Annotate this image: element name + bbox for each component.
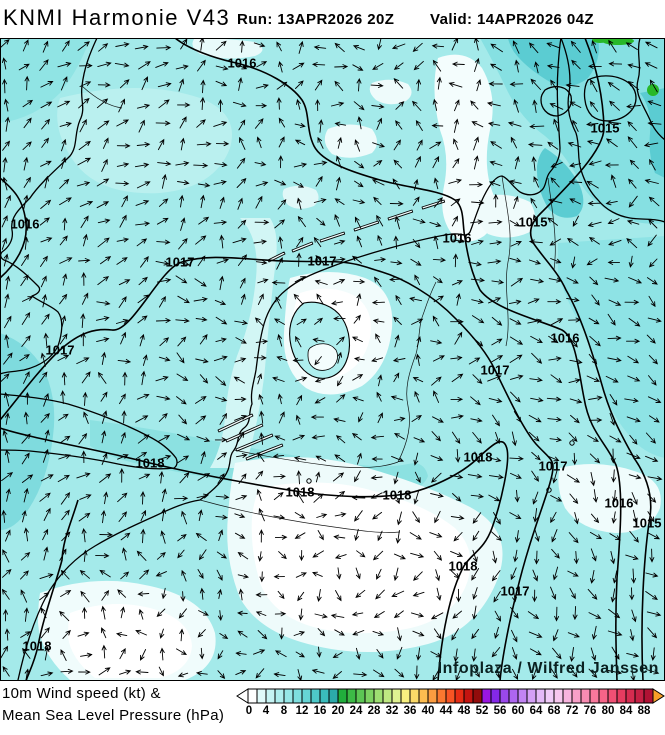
app-title: KNMI Harmonie V43 bbox=[3, 5, 231, 30]
colorbar-tick: 8 bbox=[281, 705, 288, 717]
isobar-label: 1018 bbox=[286, 485, 315, 500]
isobar-label: 1015 bbox=[633, 516, 662, 531]
colorbar-tick: 52 bbox=[476, 705, 489, 717]
colorbar-tick: 16 bbox=[314, 705, 327, 717]
isobar-label: 1016 bbox=[443, 231, 472, 246]
colorbar-tick: 24 bbox=[350, 705, 363, 717]
isobar-label: 1018 bbox=[449, 559, 478, 574]
colorbar-tick: 88 bbox=[638, 705, 651, 717]
colorbar-tick: 76 bbox=[584, 705, 597, 717]
svg-text:0: 0 bbox=[246, 705, 252, 717]
isobar-label: 1017 bbox=[539, 459, 568, 474]
isobar-label: 1016 bbox=[11, 217, 40, 232]
isobar-label: 1016 bbox=[551, 331, 580, 346]
colorbar-tick: 64 bbox=[530, 705, 543, 717]
colorbar-tick: 68 bbox=[548, 705, 561, 717]
isobar-label: 1018 bbox=[136, 456, 165, 471]
isobar-label: 1017 bbox=[501, 584, 530, 599]
header: KNMI Harmonie V43 Run: 13APR2026 20Z Val… bbox=[0, 0, 665, 38]
isobar-label: 1015 bbox=[519, 215, 548, 230]
colorbar-tick: 84 bbox=[620, 705, 633, 717]
colorbar-tick: 28 bbox=[368, 705, 381, 717]
isobar-label: 1017 bbox=[308, 254, 337, 269]
colorbar-tick: 44 bbox=[440, 705, 453, 717]
legend-line-2: Mean Sea Level Pressure (hPa) bbox=[2, 707, 225, 724]
isobar-label: 1015 bbox=[591, 121, 620, 136]
valid-timestamp: Valid: 14APR2026 04Z bbox=[430, 11, 594, 28]
legend-line-1: 10m Wind speed (kt) & bbox=[2, 685, 161, 702]
colorbar-tick: 80 bbox=[602, 705, 615, 717]
colorbar-tick: 20 bbox=[332, 705, 345, 717]
colorbar-tick: 60 bbox=[512, 705, 525, 717]
isobar-label: 1018 bbox=[23, 639, 52, 654]
legend: 10m Wind speed (kt) & Mean Sea Level Pre… bbox=[0, 681, 665, 735]
run-timestamp: Run: 13APR2026 20Z bbox=[237, 11, 395, 28]
map-canvas: 1016 1017 1018 1016 1017 1017 1016 1015 1015 1016… bbox=[0, 36, 665, 682]
colorbar: 0 4 8 12 16 20 24 28 32 36 40 44 48 52 56 60 64 68 72 76 80 8… bbox=[0, 681, 665, 735]
isobar-label: 1017 bbox=[481, 363, 510, 378]
attribution-text: Infoplaza / Wilfred Janssen bbox=[437, 660, 659, 677]
isobar-label: 1016 bbox=[228, 56, 257, 71]
colorbar-tick: 48 bbox=[458, 705, 471, 717]
colorbar-tick: 4 bbox=[263, 705, 270, 717]
colorbar-tick: 72 bbox=[566, 705, 579, 717]
colorbar-tick: 40 bbox=[422, 705, 435, 717]
colorbar-tick: 32 bbox=[386, 705, 399, 717]
colorbar-tick: 36 bbox=[404, 705, 417, 717]
isobar-label: 1018 bbox=[383, 488, 412, 503]
isobar-label: 1017 bbox=[46, 343, 75, 358]
colorbar-tick: 12 bbox=[296, 705, 309, 717]
isobar-label: 1017 bbox=[166, 255, 195, 270]
colorbar-tick: 56 bbox=[494, 705, 507, 717]
isobar-label: 1016 bbox=[605, 496, 634, 511]
isobar-label: 1018 bbox=[464, 450, 493, 465]
